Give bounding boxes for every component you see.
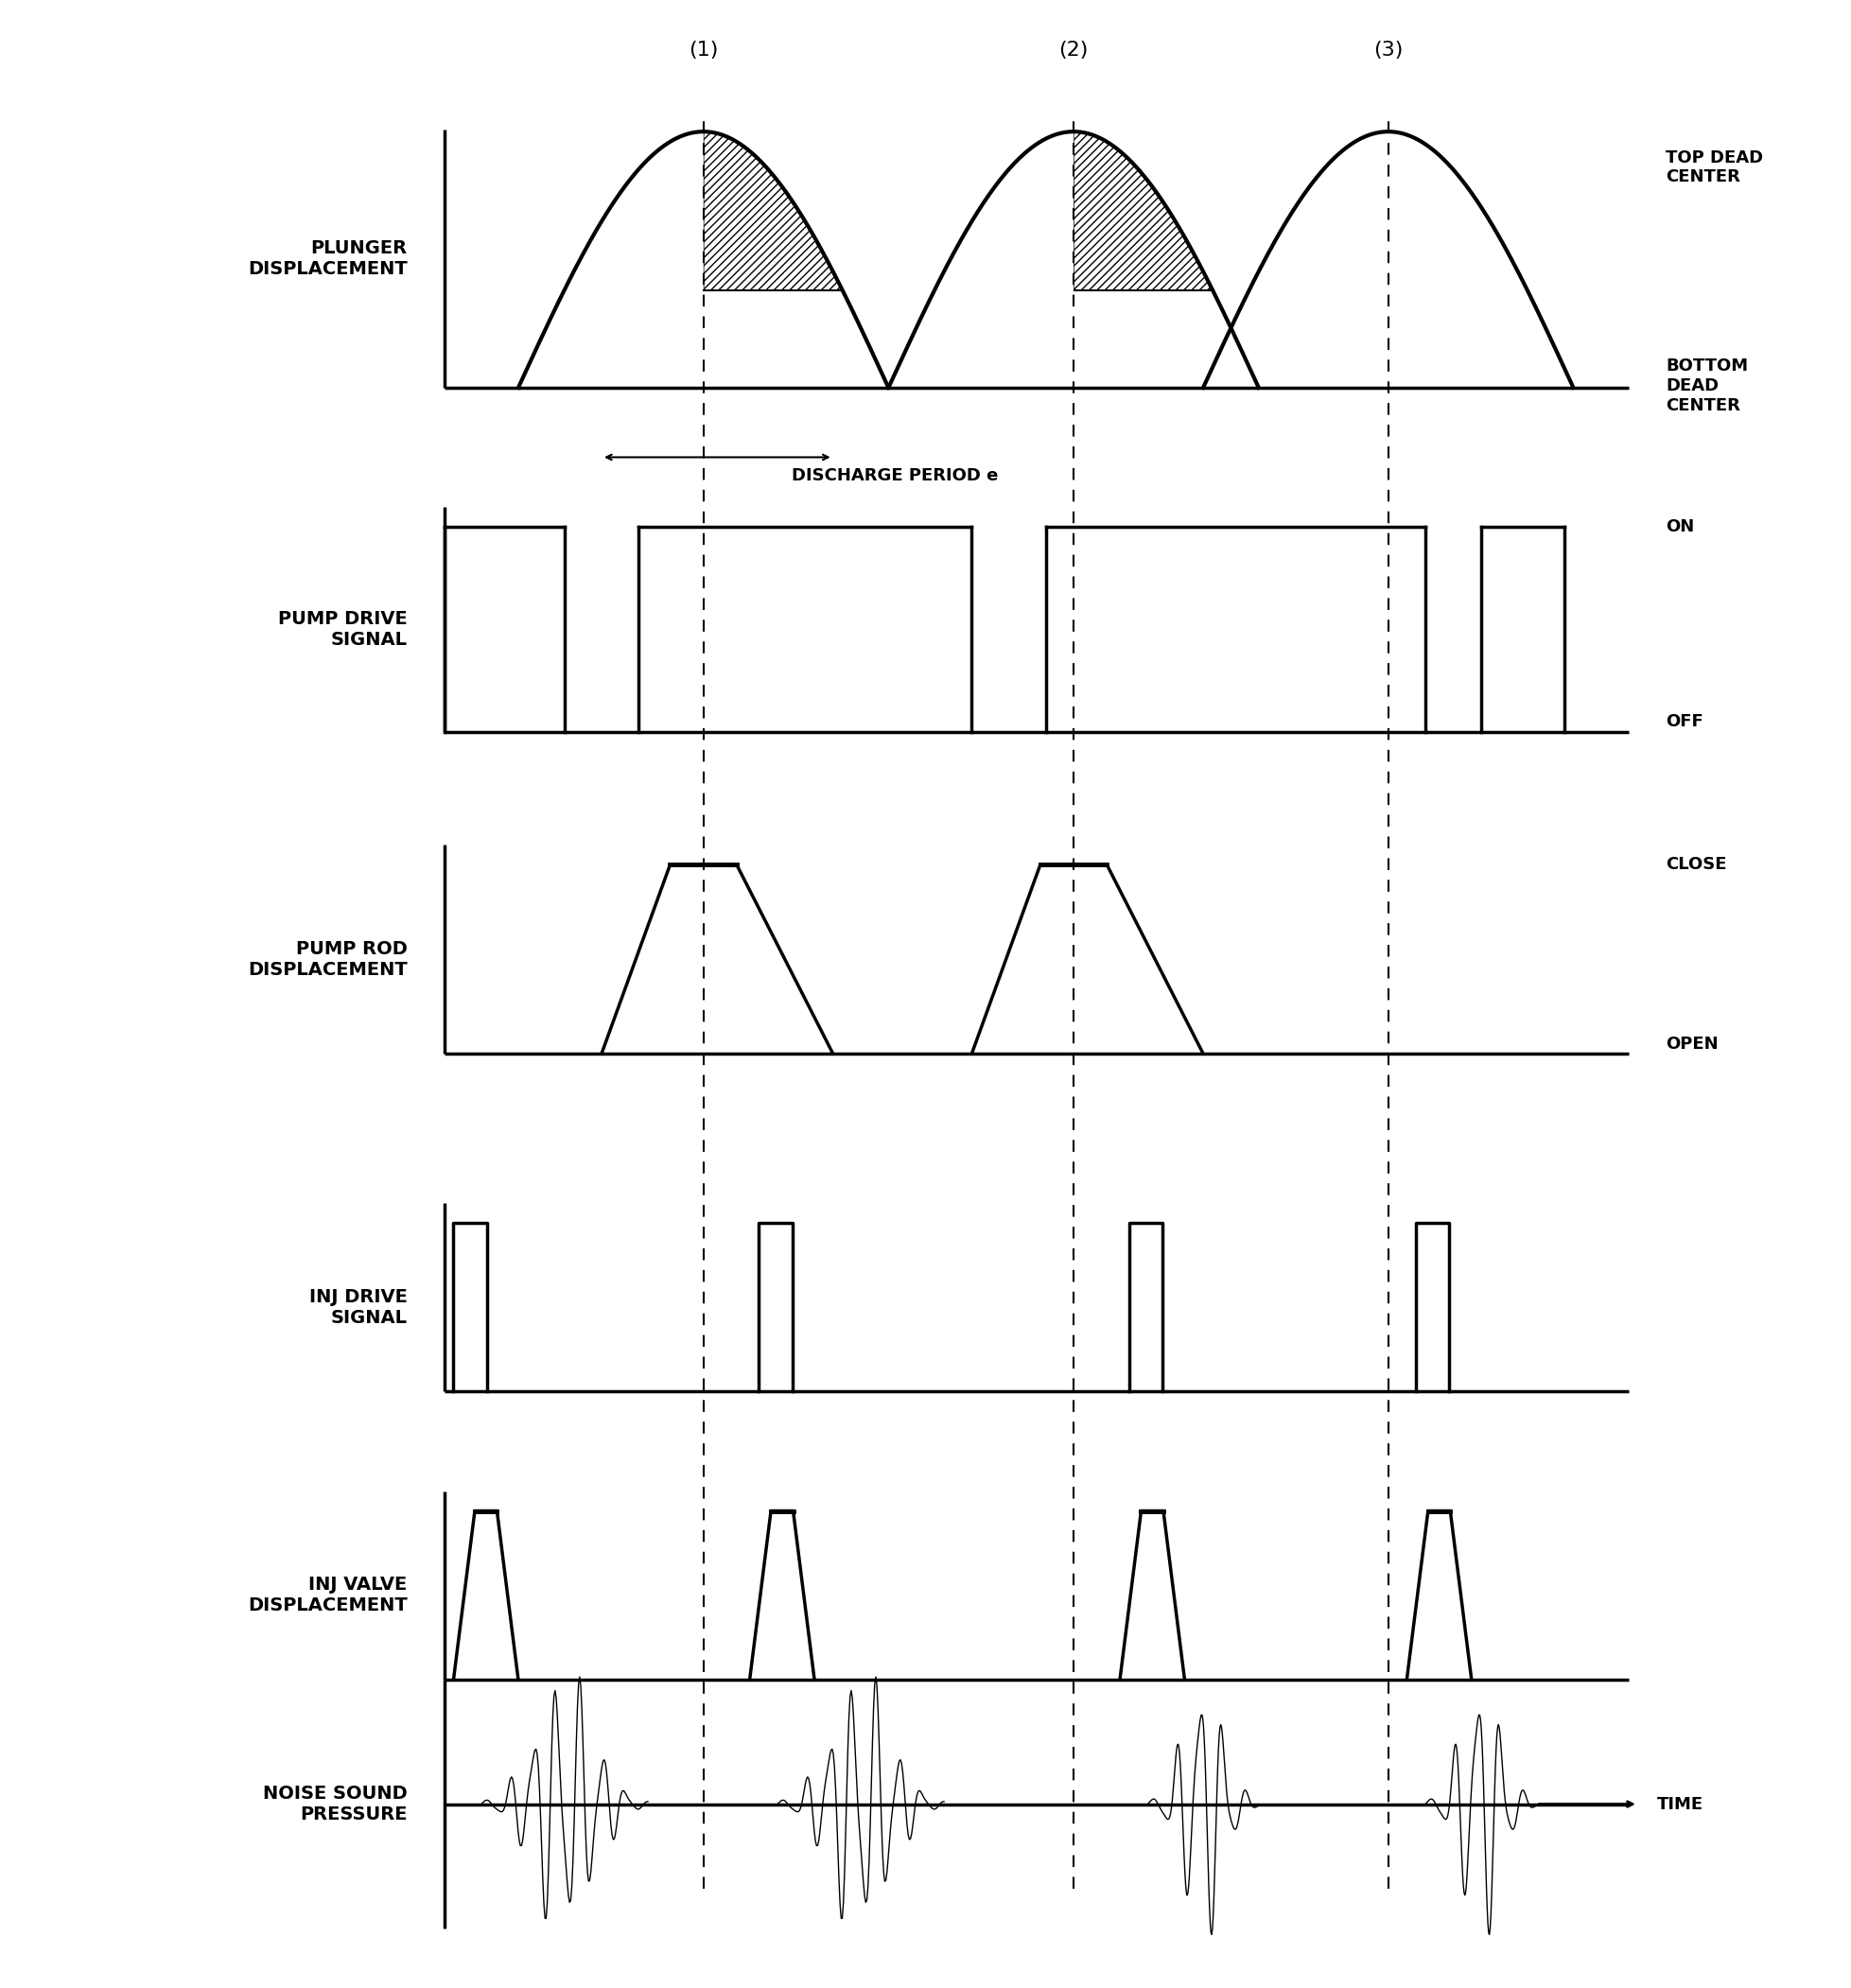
Text: PUMP DRIVE
SIGNAL: PUMP DRIVE SIGNAL: [278, 610, 407, 648]
Text: OFF: OFF: [1666, 714, 1703, 730]
Text: PUMP ROD
DISPLACEMENT: PUMP ROD DISPLACEMENT: [248, 940, 407, 978]
Text: (2): (2): [1059, 40, 1088, 60]
Text: INJ DRIVE
SIGNAL: INJ DRIVE SIGNAL: [309, 1288, 407, 1326]
Text: (1): (1): [689, 40, 718, 60]
Text: INJ VALVE
DISPLACEMENT: INJ VALVE DISPLACEMENT: [248, 1576, 407, 1614]
Text: (3): (3): [1373, 40, 1403, 60]
Text: TOP DEAD
CENTER: TOP DEAD CENTER: [1666, 149, 1764, 185]
Text: ON: ON: [1666, 519, 1694, 535]
Text: DISCHARGE PERIOD e: DISCHARGE PERIOD e: [792, 467, 998, 485]
Text: NOISE SOUND
PRESSURE: NOISE SOUND PRESSURE: [263, 1785, 407, 1823]
Text: OPEN: OPEN: [1666, 1036, 1718, 1052]
Text: PLUNGER
DISPLACEMENT: PLUNGER DISPLACEMENT: [248, 239, 407, 278]
Text: CLOSE: CLOSE: [1666, 857, 1727, 873]
Text: BOTTOM
DEAD
CENTER: BOTTOM DEAD CENTER: [1666, 358, 1749, 414]
Text: TIME: TIME: [1657, 1795, 1703, 1813]
